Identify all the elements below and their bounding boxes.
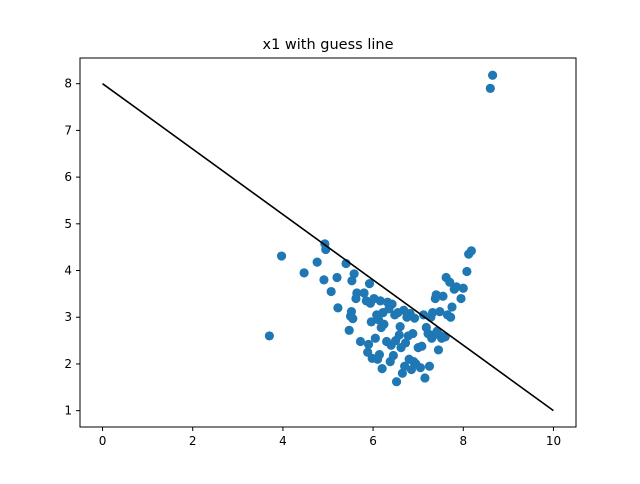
x-tick-label: 0 [99, 434, 107, 448]
data-point [446, 312, 456, 322]
data-point [363, 339, 374, 349]
data-point [408, 328, 418, 339]
y-tick-label: 1 [64, 404, 72, 418]
data-point [424, 361, 435, 371]
data-point [379, 319, 389, 329]
data-point [333, 303, 343, 313]
data-point [359, 288, 369, 298]
data-point [388, 350, 398, 361]
axes-frame [79, 57, 577, 428]
data-point [458, 283, 468, 293]
data-point [349, 269, 359, 279]
data-point [433, 345, 444, 355]
x-tick-label: 10 [546, 434, 561, 448]
data-point [487, 70, 498, 80]
data-point [387, 299, 397, 309]
data-point [326, 286, 336, 297]
data-point [456, 293, 466, 304]
y-tick-label: 8 [64, 77, 72, 91]
y-tick-label: 7 [64, 123, 72, 137]
data-point [364, 279, 375, 289]
data-point [370, 333, 380, 343]
data-point [462, 266, 472, 277]
data-point [466, 246, 476, 256]
data-point [428, 307, 438, 318]
chart-title: x1 with guess line [263, 37, 394, 53]
y-tick-label: 4 [64, 264, 72, 278]
data-point [319, 275, 329, 285]
x-tick-label: 2 [189, 434, 197, 448]
guess-line-layer [102, 83, 554, 412]
data-point [391, 377, 402, 387]
data-point [355, 336, 366, 347]
data-point [264, 331, 274, 341]
plot-area [102, 70, 554, 412]
data-point [348, 314, 358, 324]
guess-line [102, 83, 554, 412]
data-point [366, 317, 376, 327]
data-point [417, 341, 427, 351]
x-tick-label: 6 [369, 434, 377, 448]
y-tick-label: 6 [64, 170, 72, 184]
data-point [312, 257, 322, 267]
data-point [347, 276, 357, 286]
y-axis: 1 2 3 4 5 6 7 8 [64, 77, 80, 418]
y-tick-label: 3 [64, 310, 72, 324]
data-point [375, 296, 385, 306]
data-point [299, 268, 309, 278]
data-point [397, 368, 407, 378]
data-point [394, 330, 404, 340]
data-point [435, 307, 445, 317]
data-point [377, 364, 387, 374]
points-layer [264, 70, 498, 387]
data-point [485, 83, 495, 93]
data-point [420, 373, 430, 383]
data-point [400, 338, 411, 348]
data-point [276, 251, 287, 261]
x-tick-label: 8 [459, 434, 467, 448]
y-tick-label: 2 [64, 357, 72, 371]
data-point [332, 272, 342, 283]
x-tick-label: 4 [279, 434, 287, 448]
data-point [415, 363, 426, 373]
data-point [352, 288, 362, 298]
y-tick-label: 5 [64, 217, 72, 231]
x-axis: 0 2 4 6 8 10 [99, 427, 561, 448]
data-point [346, 307, 357, 317]
data-point [447, 302, 457, 312]
data-point [395, 321, 405, 332]
data-point [438, 291, 448, 301]
data-point [409, 313, 420, 323]
data-point [374, 350, 385, 360]
data-point [344, 325, 354, 335]
data-point [445, 277, 455, 287]
